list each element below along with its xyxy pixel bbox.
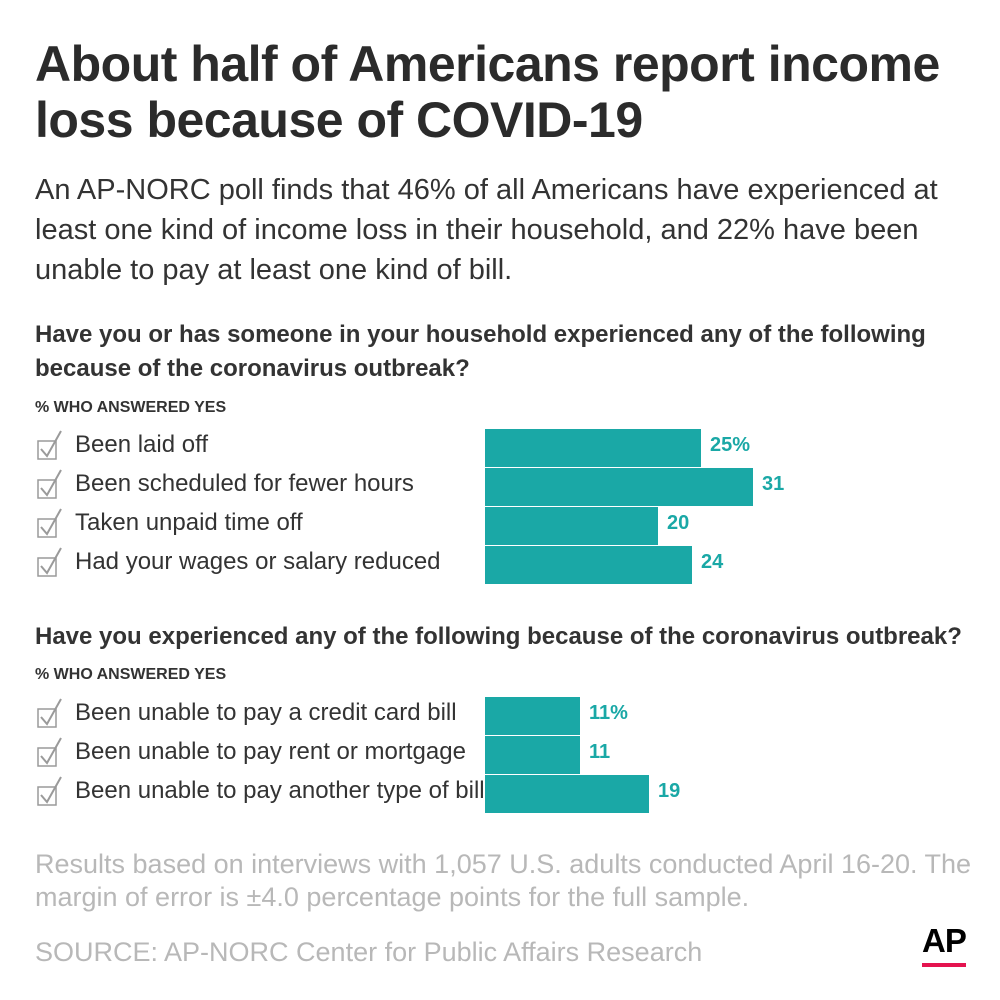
- ap-logo-text: AP: [922, 922, 967, 959]
- ap-logo-underline: [922, 963, 966, 967]
- bar: [485, 736, 580, 774]
- bar-category-label: Been unable to pay a credit card bill: [75, 699, 457, 726]
- bar-value-label: 31: [762, 473, 785, 495]
- source-line: SOURCE: AP-NORC Center for Public Affair…: [35, 937, 703, 967]
- checkbox-check-icon: [36, 546, 66, 580]
- bar: [485, 429, 701, 467]
- chart-subtitle: An AP-NORC poll finds that 46% of all Am…: [35, 174, 938, 286]
- bar-value-label: 24: [701, 551, 724, 573]
- bar-value-label: 19: [658, 780, 681, 802]
- bar-row: Taken unpaid time off 20: [0, 507, 1000, 545]
- checkbox-check-icon: [36, 775, 66, 809]
- bar-row: Been unable to pay rent or mortgage 11: [0, 736, 1000, 774]
- unit-label-1: % WHO ANSWERED YES: [35, 399, 227, 416]
- bar-row: Been unable to pay another type of bill 1…: [0, 775, 1000, 813]
- bar-category-label: Been unable to pay another type of bill: [75, 777, 485, 804]
- bar: [485, 697, 580, 735]
- bar-value-label: 25%: [710, 434, 751, 456]
- unit-label-2: % WHO ANSWERED YES: [35, 666, 227, 683]
- checkbox-check-icon: [36, 507, 66, 541]
- chart-title: About half of Americans report income lo…: [35, 36, 940, 148]
- bar: [485, 507, 658, 545]
- bar-row: Been unable to pay a credit card bill 11%: [0, 697, 1000, 735]
- question-2: Have you experienced any of the followin…: [35, 623, 962, 650]
- question-1: Have you or has someone in your househol…: [35, 321, 926, 382]
- bar-row: Been laid off 25%: [0, 429, 1000, 467]
- bar-category-label: Been scheduled for fewer hours: [75, 470, 414, 497]
- checkbox-check-icon: [36, 429, 66, 463]
- bar: [485, 546, 692, 584]
- bar: [485, 775, 649, 813]
- bar-category-label: Taken unpaid time off: [75, 509, 303, 536]
- bar: [485, 468, 753, 506]
- checkbox-check-icon: [36, 736, 66, 770]
- checkbox-check-icon: [36, 697, 66, 731]
- bar-category-label: Been unable to pay rent or mortgage: [75, 738, 466, 765]
- bar-row: Had your wages or salary reduced 24: [0, 546, 1000, 584]
- checkbox-check-icon: [36, 468, 66, 502]
- bar-value-label: 20: [667, 512, 690, 534]
- bar-row: Been scheduled for fewer hours 31: [0, 468, 1000, 506]
- bar-category-label: Had your wages or salary reduced: [75, 548, 441, 575]
- bar-value-label: 11%: [589, 702, 628, 724]
- ap-logo: AP: [922, 924, 968, 968]
- bar-value-label: 11: [589, 741, 611, 763]
- bar-category-label: Been laid off: [75, 431, 208, 458]
- methodology-note: Results based on interviews with 1,057 U…: [35, 849, 972, 912]
